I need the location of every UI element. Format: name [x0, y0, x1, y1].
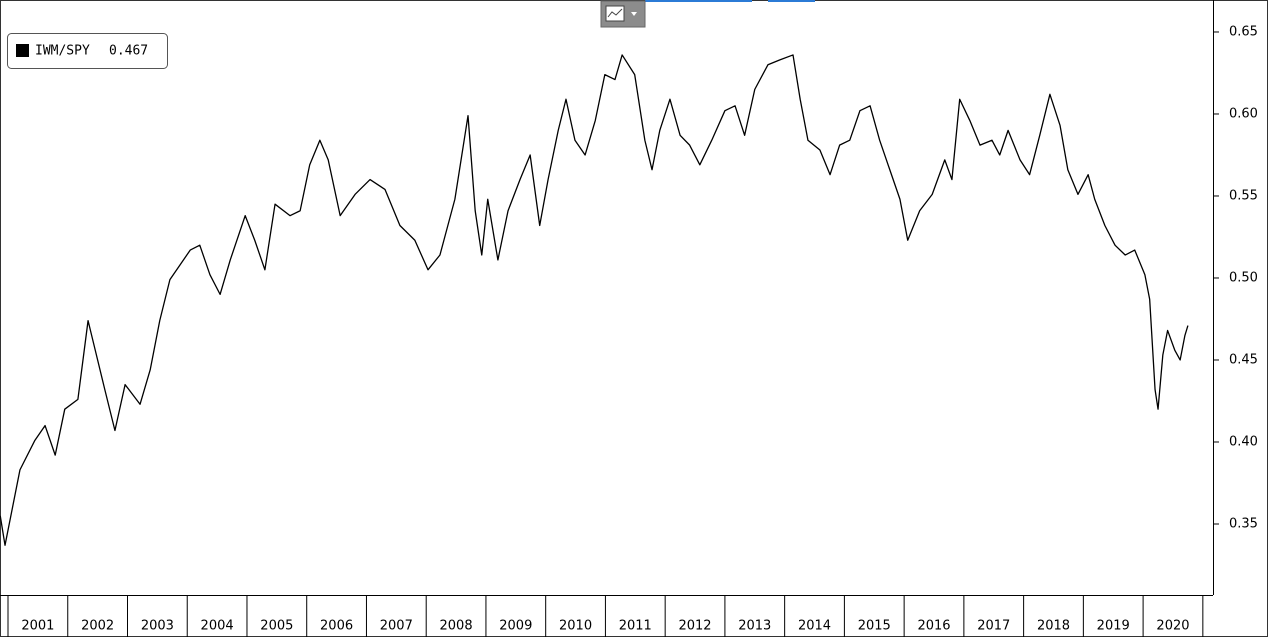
y-tick-label: 0.60 [1229, 106, 1258, 121]
x-tick-label: 2007 [380, 619, 413, 634]
x-tick-label: 2016 [917, 619, 950, 634]
x-tick-label: 2009 [499, 619, 532, 634]
x-tick-label: 2006 [320, 619, 353, 634]
x-tick-label: 2012 [678, 619, 711, 634]
x-tick-label: 2013 [738, 619, 771, 634]
x-tick-label: 2003 [141, 619, 174, 634]
y-tick-label: 0.40 [1229, 434, 1258, 449]
x-tick-label: 2010 [559, 619, 592, 634]
button-icon [605, 5, 625, 22]
x-tick-label: 2018 [1037, 619, 1070, 634]
x-tick-label: 2019 [1097, 619, 1130, 634]
x-tick-label: 2004 [201, 619, 234, 634]
x-tick-label: 2020 [1156, 619, 1189, 634]
x-tick-label: 2001 [21, 619, 54, 634]
legend-swatch [16, 44, 29, 57]
y-tick-label: 0.55 [1229, 188, 1258, 203]
button-arrow [631, 12, 637, 16]
x-tick-label: 2011 [619, 619, 652, 634]
legend-label: IWM/SPY [35, 44, 90, 59]
x-tick-label: 2017 [977, 619, 1010, 634]
button-icon-line [607, 8, 623, 18]
legend-value: 0.467 [109, 44, 148, 59]
legend: IWM/SPY 0.467 [7, 33, 168, 69]
y-tick-label: 0.35 [1229, 516, 1258, 531]
x-tick-label: 2015 [858, 619, 891, 634]
y-tick-label: 0.65 [1229, 24, 1258, 39]
x-tick-label: 2008 [440, 619, 473, 634]
series-line [0, 54, 1189, 546]
y-tick-label: 0.50 [1229, 270, 1258, 285]
chart-type-button[interactable] [600, 0, 646, 28]
x-tick-label: 2014 [798, 619, 831, 634]
x-tick-label: 2002 [81, 619, 114, 634]
x-tick-label: 2005 [260, 619, 293, 634]
y-tick-label: 0.45 [1229, 352, 1258, 367]
legend-box [7, 33, 168, 69]
